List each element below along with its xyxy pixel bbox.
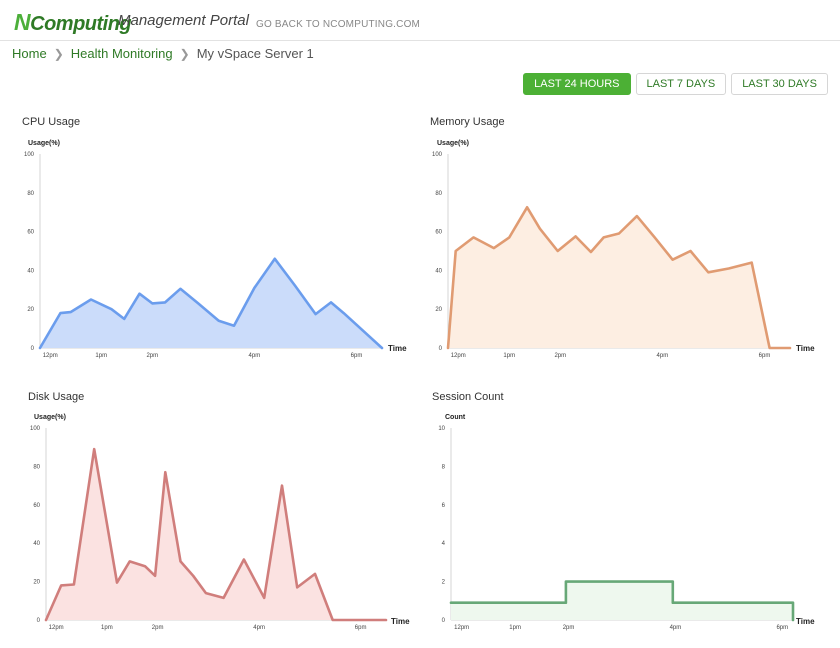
y-tick-label: 40 [33,541,40,547]
y-tick-label: 100 [432,152,443,158]
x-tick-label: 6pm [355,625,367,631]
y-tick-label: 20 [27,307,34,313]
x-tick-label: 6pm [351,353,363,359]
disk-usage-title: Disk Usage [28,391,85,403]
y-tick-label: 10 [438,426,445,432]
x-tick-label: 12pm [451,353,466,359]
ncomputing-logo[interactable]: NComputing [14,9,132,36]
memory-usage-chart: 0 20 40 60 80 100 12pm 1pm 2pm 4pm 6pm Usage(%) Time [432,140,815,359]
y-tick-label: 60 [33,503,40,509]
disk-usage-chart: 0 20 40 60 80 100 12pm 1pm 2pm 4pm 6pm Usage(%) Time [30,414,410,631]
chevron-right-icon: ❯ [53,47,64,61]
cpu-usage-chart: 0 20 40 60 80 100 12pm 1pm 2pm 4pm 6pm Usage(%) Time [24,140,407,359]
cpu-usage-title: CPU Usage [22,116,81,128]
x-tick-label: 12pm [43,353,58,359]
y-tick-label: 40 [435,268,442,274]
breadcrumb-health-monitoring[interactable]: Health Monitoring [70,46,173,61]
x-tick-label: 1pm [509,625,521,631]
x-axis-label: Time [391,617,410,626]
x-axis-label: Time [796,344,815,353]
x-tick-label: 4pm [657,353,669,359]
y-tick-label: 0 [442,618,446,624]
x-tick-label: 6pm [776,625,788,631]
top-header: NComputing Management Portal GO BACK TO … [0,0,840,41]
y-tick-label: 60 [435,230,442,236]
x-tick-label: 2pm [554,353,566,359]
y-axis-label: Usage(%) [34,414,66,421]
y-tick-label: 20 [435,307,442,313]
y-axis-label: Usage(%) [437,140,469,147]
y-tick-label: 6 [442,503,446,509]
x-tick-label: 4pm [249,353,261,359]
x-axis-label: Time [388,344,407,353]
x-tick-label: 6pm [759,353,771,359]
x-tick-label: 4pm [670,625,682,631]
logo-n: N [14,9,31,35]
y-tick-label: 0 [439,346,443,352]
y-tick-label: 40 [27,268,34,274]
portal-title: Management Portal [118,12,249,29]
y-tick-label: 60 [27,230,34,236]
back-to-ncomputing-link[interactable]: GO BACK TO NCOMPUTING.COM [256,19,421,30]
series-area [40,258,382,348]
y-tick-label: 4 [442,541,446,547]
y-tick-label: 2 [442,580,446,586]
series-area [46,449,386,620]
x-tick-label: 1pm [95,353,107,359]
x-tick-label: 4pm [253,625,265,631]
x-tick-label: 2pm [152,625,164,631]
y-tick-label: 20 [33,580,40,586]
series-line [38,257,384,350]
x-tick-label: 2pm [563,625,575,631]
logo-text: Computing [30,13,132,35]
session-count-chart: 0 2 4 6 8 10 12pm 1pm 2pm 4pm 6pm Count Time [438,414,815,631]
session-count-title: Session Count [432,391,504,403]
x-tick-label: 12pm [454,625,469,631]
y-axis-label: Count [445,414,466,421]
memory-usage-title: Memory Usage [430,116,505,128]
breadcrumb: Home ❯ Health Monitoring ❯ My vSpace Server … [12,46,314,61]
y-tick-label: 8 [442,464,446,470]
chevron-right-icon: ❯ [179,47,190,61]
y-axis-label: Usage(%) [28,140,60,147]
last-7-days-button[interactable]: LAST 7 DAYS [635,73,727,95]
y-tick-label: 100 [24,152,35,158]
y-tick-label: 80 [27,191,34,197]
last-30-days-button[interactable]: LAST 30 DAYS [731,73,828,95]
x-axis-label: Time [796,617,815,626]
series-area [451,581,793,620]
x-tick-label: 1pm [503,353,515,359]
x-tick-label: 12pm [49,625,64,631]
y-tick-label: 80 [435,191,442,197]
breadcrumb-home[interactable]: Home [12,46,47,61]
breadcrumb-current: My vSpace Server 1 [196,46,314,61]
time-range-selector: LAST 24 HOURS LAST 7 DAYS LAST 30 DAYS [523,73,828,95]
x-tick-label: 1pm [101,625,113,631]
y-tick-label: 100 [30,426,41,432]
last-24-hours-button[interactable]: LAST 24 HOURS [523,73,631,95]
series-area [448,207,790,348]
y-tick-label: 0 [37,618,41,624]
y-tick-label: 0 [31,346,35,352]
x-tick-label: 2pm [146,353,158,359]
y-tick-label: 80 [33,464,40,470]
